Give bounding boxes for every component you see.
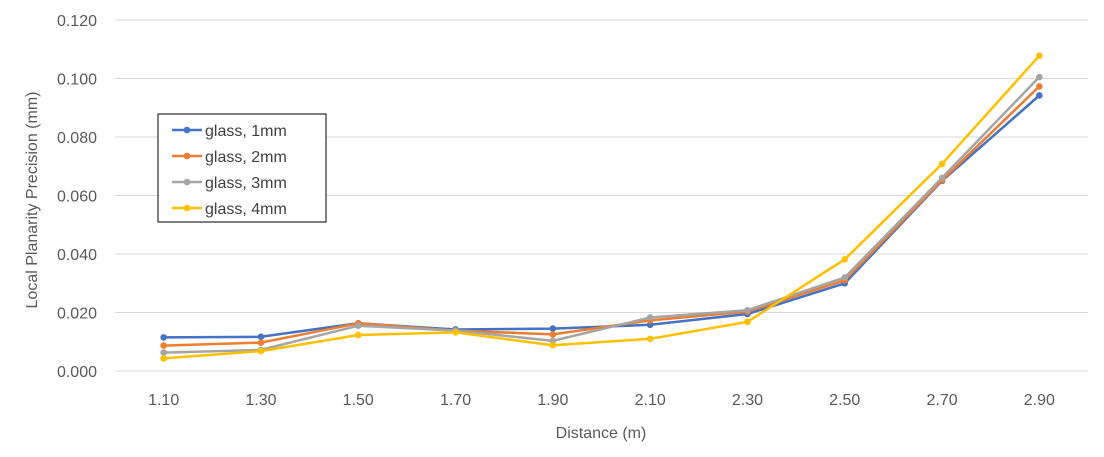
legend-swatch-marker [183,152,191,160]
data-point [841,255,849,263]
x-tick-label: 1.30 [245,392,276,409]
data-point [549,325,557,332]
y-tick-label: 0.020 [57,306,97,323]
data-point [160,334,167,341]
legend-items: glass, 1mm glass, 2mm glass, 3mm glass, 4mm [172,123,287,218]
series-line [162,85,1041,347]
y-tick-label: 0.080 [57,130,97,147]
x-tick-label: 2.90 [1024,392,1055,409]
x-tick-label: 2.50 [829,392,860,409]
x-tick-label: 1.50 [343,392,374,409]
y-axis-tick-labels: 0.000 0.020 0.040 0.060 0.080 0.100 0.120 [57,13,97,381]
x-tick-label: 1.90 [537,392,568,409]
data-point [646,314,654,321]
data-point [354,331,362,339]
y-tick-label: 0.060 [57,189,97,206]
y-tick-label: 0.120 [57,13,97,30]
data-point [257,347,265,355]
series-line [162,54,1041,360]
data-point [1036,73,1043,81]
data-point [841,274,849,281]
data-point [1036,92,1043,99]
series-lines [160,52,1043,362]
data-point [646,335,654,343]
x-axis-title: Distance (m) [556,425,647,442]
y-tick-label: 0.000 [57,364,97,381]
data-point [744,306,751,314]
x-tick-label: 1.70 [440,392,471,409]
y-tick-label: 0.040 [57,247,97,264]
x-tick-label: 2.70 [926,392,957,409]
legend-label: glass, 2mm [205,149,287,166]
x-tick-label: 2.30 [732,392,763,409]
legend-item: glass, 2mm [172,149,287,166]
x-axis-tick-labels: 1.10 1.30 1.50 1.70 1.90 2.10 2.30 2.50 2.70 2.90 [148,392,1055,409]
data-point [744,318,751,326]
y-axis-title: Local Planarity Precision (mm) [24,92,41,309]
data-point [354,322,362,329]
data-point [257,333,265,341]
data-point [452,329,459,336]
data-point [160,355,167,362]
y-tick-label: 0.100 [57,72,97,89]
legend-item: glass, 3mm [172,175,287,192]
legend-label: glass, 1mm [205,123,287,140]
legend-label: glass, 4mm [205,201,287,218]
data-point [1036,52,1043,59]
x-tick-label: 1.10 [148,392,179,409]
legend-swatch-marker [183,126,191,134]
legend-item: glass, 1mm [172,123,287,140]
data-point [549,331,557,338]
data-point [1036,83,1043,90]
series-4 [160,52,1043,362]
legend: glass, 1mm glass, 2mm glass, 3mm glass, 4mm [157,113,327,223]
data-point [938,160,946,168]
legend-swatch-marker [183,178,191,186]
data-point [938,174,946,182]
data-point [160,342,167,349]
legend-label: glass, 3mm [205,175,287,192]
data-point [160,349,167,356]
series-line [162,75,1041,354]
legend-swatch-marker [183,204,191,212]
data-point [257,339,265,346]
x-tick-label: 2.10 [635,392,666,409]
legend-item: glass, 4mm [172,201,287,218]
data-point [549,341,557,349]
